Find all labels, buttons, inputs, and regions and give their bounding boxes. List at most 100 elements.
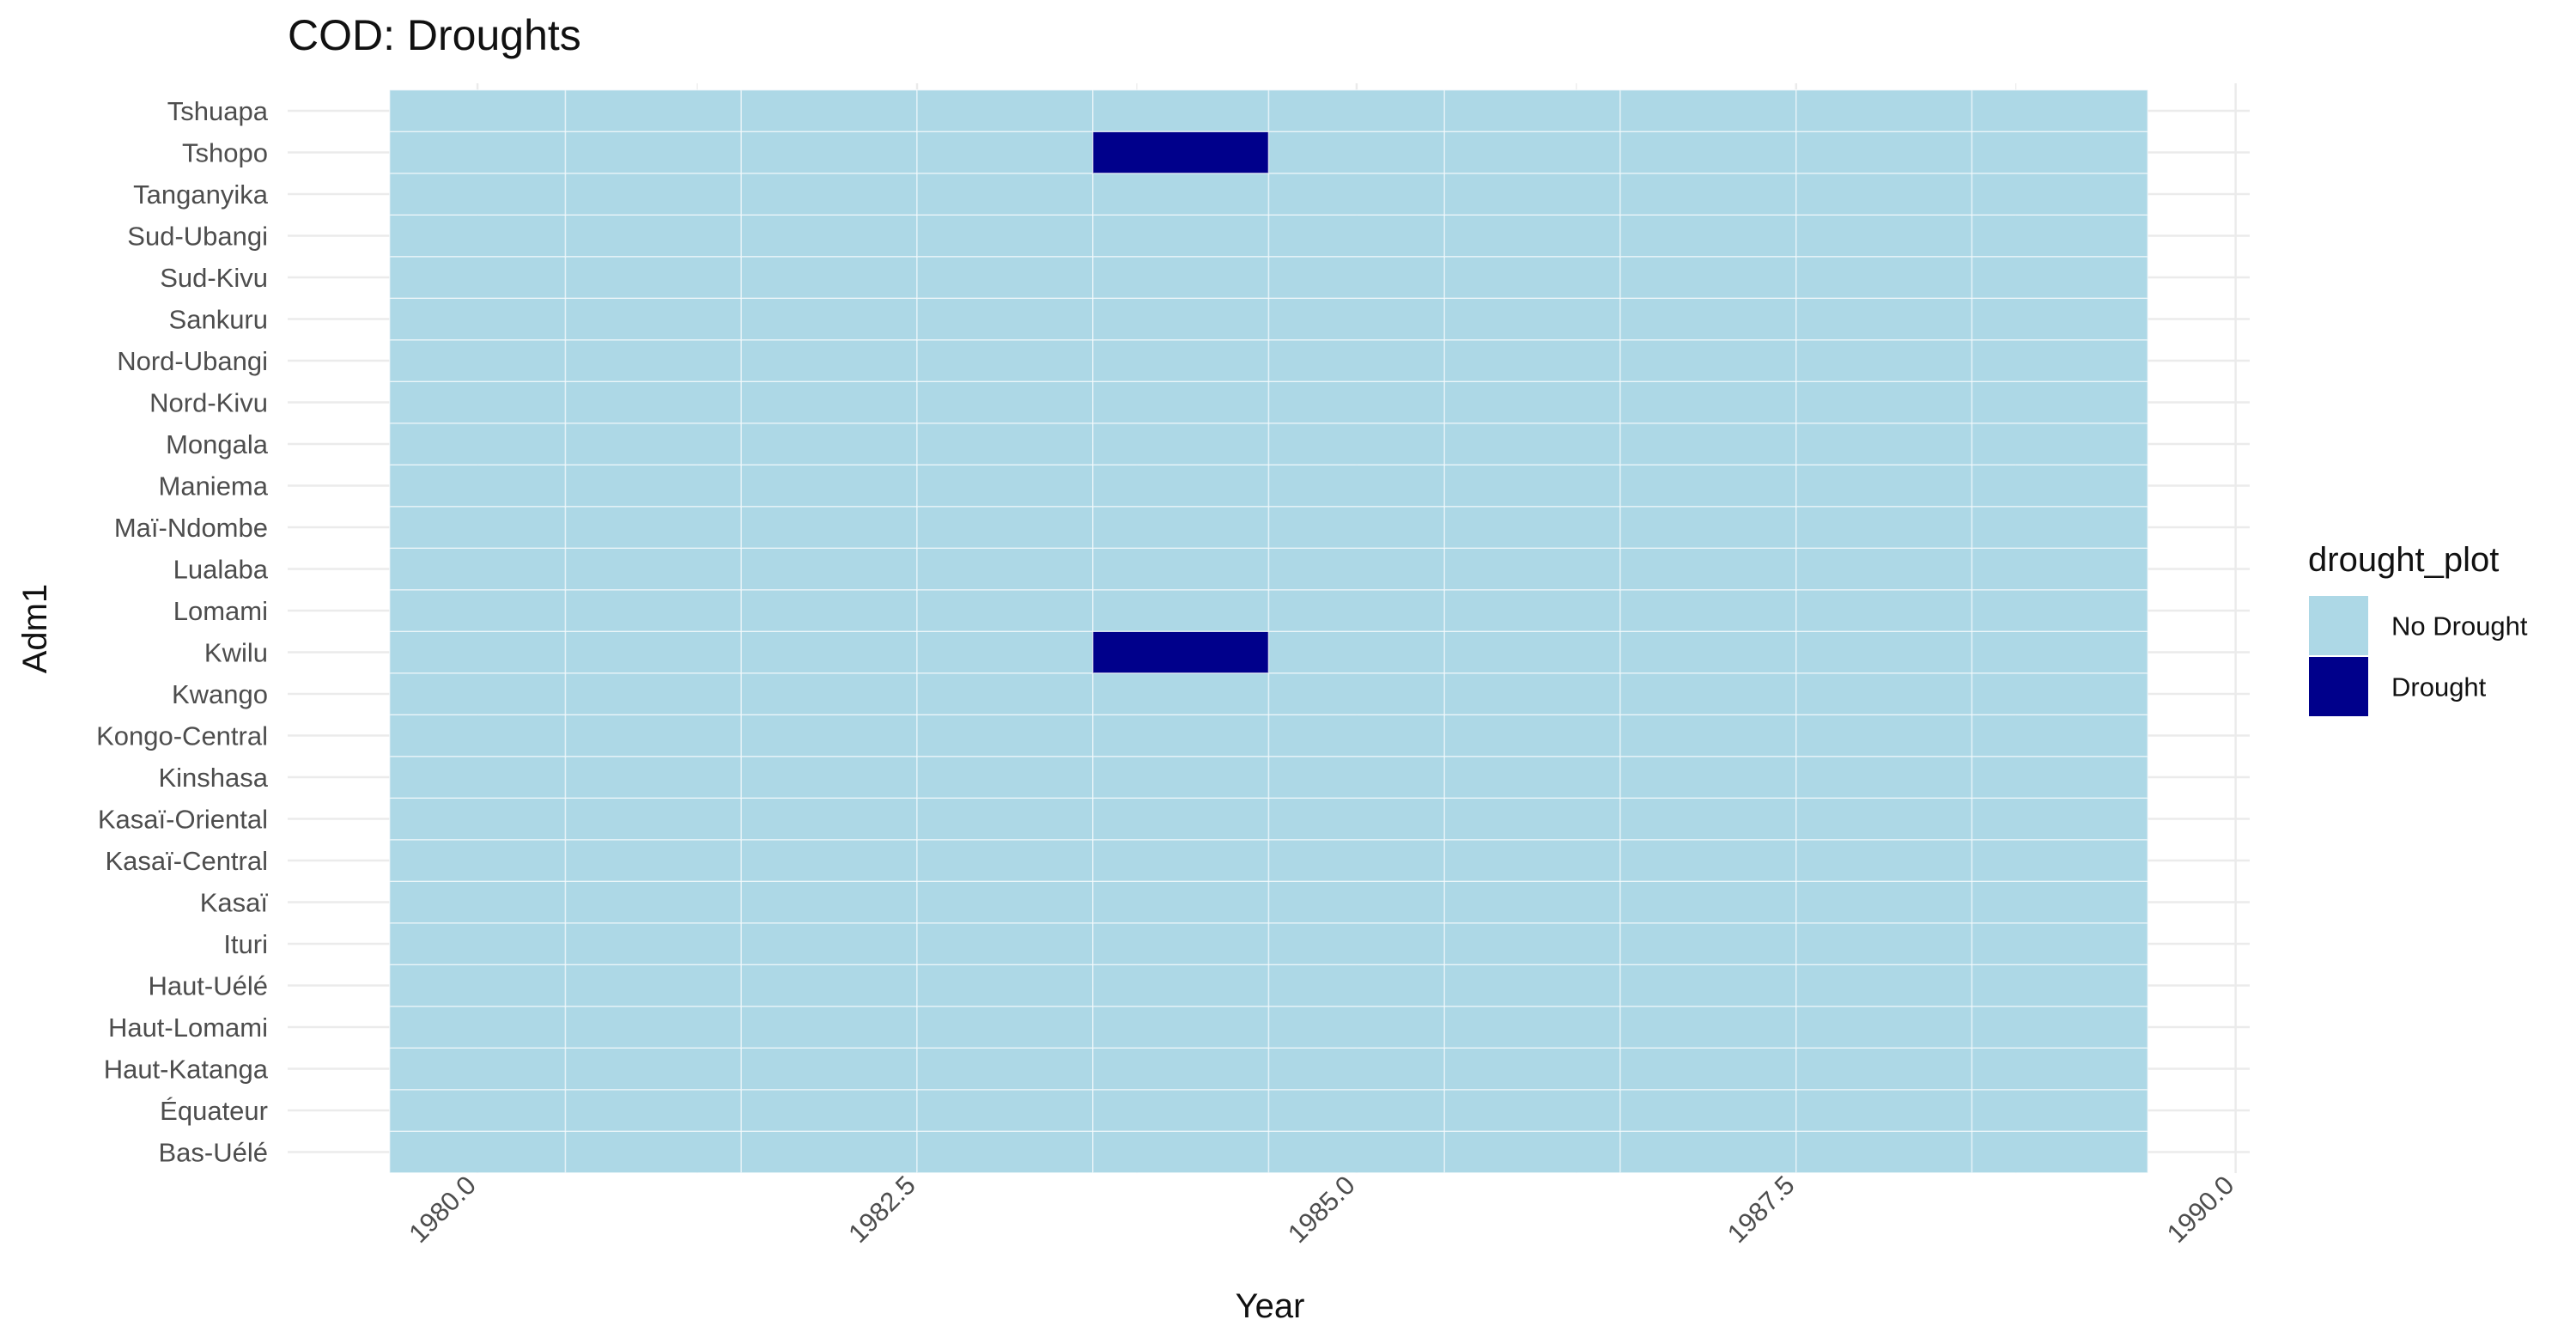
- no-drought-cell: [1619, 173, 1797, 216]
- no-drought-cell: [1092, 1130, 1270, 1174]
- no-drought-cell: [916, 589, 1094, 632]
- no-drought-cell: [1092, 839, 1270, 882]
- no-drought-cell: [740, 797, 918, 841]
- no-drought-cell: [1443, 880, 1621, 924]
- no-drought-cell: [1092, 1089, 1270, 1132]
- no-drought-cell: [564, 423, 743, 465]
- no-drought-cell: [1795, 839, 1973, 882]
- no-drought-cell: [1443, 506, 1621, 549]
- no-drought-cell: [1971, 1006, 2148, 1049]
- no-drought-cell: [1267, 547, 1445, 591]
- no-drought-cell: [1092, 464, 1270, 508]
- no-drought-cell: [564, 672, 743, 715]
- no-drought-cell: [1795, 1089, 1973, 1132]
- no-drought-cell: [740, 173, 918, 216]
- y-tick-label: Mongala: [166, 429, 269, 459]
- no-drought-cell: [1443, 423, 1621, 465]
- no-drought-cell: [389, 423, 567, 465]
- no-drought-cell: [564, 339, 743, 382]
- no-drought-cell: [1267, 423, 1445, 465]
- no-drought-cell: [1619, 297, 1797, 341]
- no-drought-cell: [1092, 1006, 1270, 1049]
- no-drought-cell: [1267, 214, 1445, 258]
- no-drought-cell: [389, 547, 567, 591]
- no-drought-cell: [1971, 589, 2148, 632]
- no-drought-cell: [389, 506, 567, 549]
- no-drought-cell: [916, 714, 1094, 757]
- no-drought-cell: [564, 839, 743, 882]
- no-drought-cell: [1267, 1006, 1445, 1049]
- no-drought-cell: [740, 89, 918, 132]
- no-drought-cell: [740, 297, 918, 341]
- no-drought-cell: [389, 880, 567, 924]
- no-drought-cell: [389, 797, 567, 841]
- no-drought-cell: [916, 297, 1094, 341]
- no-drought-cell: [916, 880, 1094, 924]
- no-drought-cell: [1443, 630, 1621, 674]
- no-drought-cell: [916, 256, 1094, 299]
- no-drought-cell: [740, 1047, 918, 1091]
- no-drought-cell: [740, 506, 918, 549]
- no-drought-cell: [1971, 173, 2148, 216]
- no-drought-cell: [1092, 714, 1270, 757]
- no-drought-cell: [1267, 506, 1445, 549]
- no-drought-cell: [389, 339, 567, 382]
- no-drought-cell: [1443, 1089, 1621, 1132]
- legend-title: drought_plot: [2308, 541, 2499, 579]
- no-drought-cell: [1795, 672, 1973, 715]
- no-drought-cell: [1092, 922, 1270, 965]
- y-tick-label: Sud-Ubangi: [127, 222, 268, 252]
- no-drought-cell: [1443, 589, 1621, 632]
- no-drought-cell: [1971, 464, 2148, 508]
- no-drought-cell: [916, 756, 1094, 799]
- no-drought-cell: [564, 380, 743, 424]
- no-drought-cell: [389, 1006, 567, 1049]
- no-drought-cell: [916, 339, 1094, 382]
- no-drought-cell: [1619, 464, 1797, 508]
- no-drought-cell: [1619, 714, 1797, 757]
- no-drought-cell: [1795, 173, 1973, 216]
- y-tick-label: Lomami: [173, 596, 268, 626]
- no-drought-cell: [1443, 839, 1621, 882]
- no-drought-cell: [740, 672, 918, 715]
- no-drought-cell: [389, 922, 567, 965]
- no-drought-cell: [564, 1006, 743, 1049]
- no-drought-cell: [1619, 589, 1797, 632]
- no-drought-cell: [1795, 714, 1973, 757]
- no-drought-cell: [1619, 964, 1797, 1007]
- no-drought-cell: [564, 1130, 743, 1174]
- no-drought-cell: [1619, 922, 1797, 965]
- no-drought-cell: [1443, 131, 1621, 174]
- no-drought-cell: [1619, 339, 1797, 382]
- no-drought-cell: [916, 1047, 1094, 1091]
- no-drought-cell: [1267, 922, 1445, 965]
- no-drought-cell: [1619, 423, 1797, 465]
- y-tick-label: Kasaï: [200, 888, 269, 918]
- y-tick-label: Tanganyika: [133, 179, 269, 210]
- chart-title: COD: Droughts: [288, 11, 581, 59]
- no-drought-cell: [1971, 297, 2148, 341]
- no-drought-cell: [740, 380, 918, 424]
- drought-cell: [1092, 131, 1270, 174]
- no-drought-cell: [916, 464, 1094, 508]
- no-drought-cell: [1619, 839, 1797, 882]
- no-drought-cell: [1267, 1047, 1445, 1091]
- no-drought-cell: [1092, 214, 1270, 258]
- no-drought-cell: [1443, 256, 1621, 299]
- no-drought-cell: [564, 797, 743, 841]
- no-drought-cell: [740, 131, 918, 174]
- no-drought-cell: [1795, 380, 1973, 424]
- no-drought-cell: [389, 714, 567, 757]
- no-drought-cell: [389, 672, 567, 715]
- no-drought-cell: [916, 630, 1094, 674]
- y-tick-label: Kasaï-Central: [105, 846, 268, 876]
- no-drought-cell: [1971, 547, 2148, 591]
- no-drought-cell: [389, 89, 567, 132]
- no-drought-cell: [740, 880, 918, 924]
- no-drought-cell: [1619, 256, 1797, 299]
- no-drought-cell: [1267, 339, 1445, 382]
- no-drought-cell: [1267, 964, 1445, 1007]
- no-drought-cell: [916, 506, 1094, 549]
- y-tick-label: Kwilu: [204, 638, 268, 668]
